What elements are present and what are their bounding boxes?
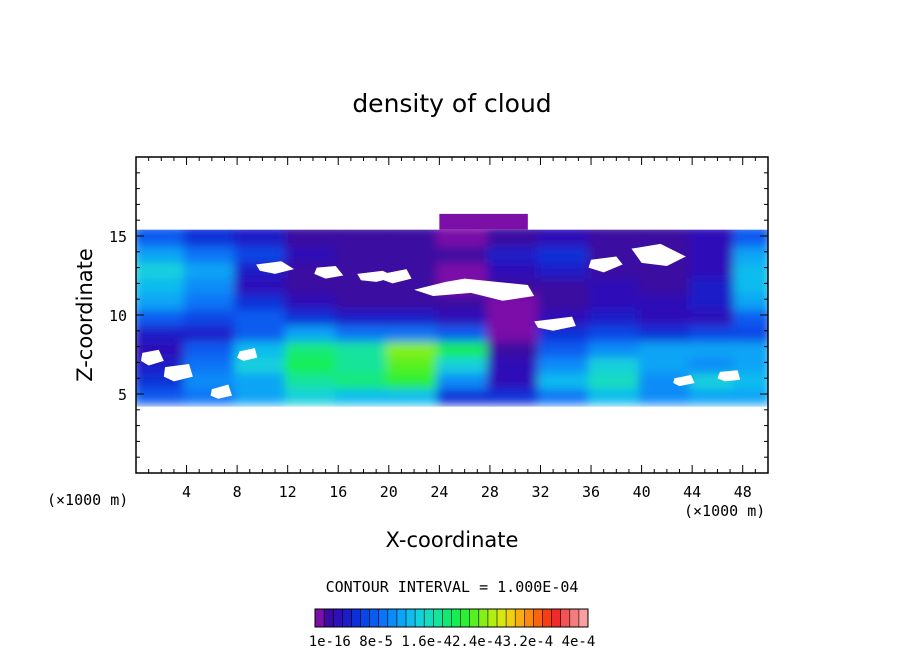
chart-title: density of cloud — [352, 89, 551, 118]
density-cell — [733, 225, 768, 247]
density-cell — [436, 225, 493, 247]
x-tick-label: 8 — [233, 483, 242, 501]
colorbar-swatch — [551, 609, 561, 627]
axis-ticks — [136, 157, 768, 473]
colorbar-swatch — [451, 609, 461, 627]
x-tick-label: 20 — [380, 483, 398, 501]
colorbar-swatch — [369, 609, 379, 627]
colorbar — [314, 608, 589, 628]
x-tick-label: 12 — [279, 483, 297, 501]
colorbar-swatch — [396, 609, 407, 627]
density-cell — [638, 225, 696, 247]
density-cell — [136, 225, 190, 247]
clear-gap — [314, 266, 344, 279]
colorbar-swatch — [478, 609, 489, 627]
density-cell — [689, 225, 740, 247]
colorbar-swatch — [487, 609, 498, 627]
colorbar-swatch — [515, 609, 525, 627]
density-cell — [385, 225, 443, 247]
colorbar-swatch — [378, 609, 389, 627]
y-tick-label: 10 — [109, 307, 127, 325]
clear-gap — [717, 370, 741, 382]
colorbar-swatch — [524, 609, 534, 627]
cloud-envelope-mask — [136, 157, 768, 473]
x-tick-label: 32 — [531, 483, 549, 501]
colorbar-swatch — [415, 609, 425, 627]
x-tick-labels: 4 8 12 16 20 24 28 32 36 40 44 48 — [182, 483, 752, 501]
colorbar-swatch — [442, 609, 452, 627]
contour-interval-label: CONTOUR INTERVAL = 1.000E-04 — [326, 578, 579, 596]
y-axis-label: Z-coordinate — [73, 248, 97, 382]
density-cell — [183, 225, 241, 247]
clear-gap — [256, 261, 294, 274]
x-tick-label: 4 — [182, 483, 191, 501]
cloud-top-bump — [439, 213, 528, 230]
colorbar-swatch — [342, 609, 352, 627]
colorbar-swatch — [578, 609, 589, 627]
density-cell — [588, 225, 645, 247]
x-tick-label: 36 — [582, 483, 600, 501]
density-cell — [335, 225, 392, 247]
colorbar-swatch — [351, 609, 361, 627]
clear-gap — [631, 243, 686, 267]
density-cell — [234, 225, 291, 247]
x-tick-label: 24 — [430, 483, 448, 501]
colorbar-swatch — [333, 609, 343, 627]
y-tick-label: 15 — [109, 228, 127, 246]
y-tick-label: 5 — [118, 386, 127, 404]
sky-below-layer — [136, 406, 768, 473]
x-axis-label: X-coordinate — [386, 528, 519, 552]
density-cell — [486, 225, 544, 247]
density-field — [136, 157, 768, 473]
x-unit-label-left: (×1000 m) — [47, 491, 128, 509]
colorbar-swatch — [433, 609, 443, 627]
colorbar-swatch — [460, 609, 470, 627]
colorbar-swatch — [315, 609, 325, 627]
colorbar-swatch — [497, 609, 507, 627]
clear-gap — [163, 363, 193, 382]
clear-gap — [141, 349, 164, 366]
colorbar-swatch — [387, 609, 398, 627]
density-cell — [537, 225, 595, 247]
x-unit-label-right: (×1000 m) — [684, 502, 765, 520]
clear-gap — [414, 278, 535, 301]
x-tick-label: 28 — [481, 483, 499, 501]
colorbar-swatch — [360, 609, 370, 627]
colorbar-swatch — [542, 609, 552, 627]
density-cell — [284, 225, 342, 247]
clear-gap — [382, 269, 412, 284]
colorbar-swatch — [560, 609, 571, 627]
colorbar-swatch — [569, 609, 580, 627]
colorbar-swatch — [506, 609, 516, 627]
x-tick-label: 40 — [633, 483, 651, 501]
clear-gap — [588, 256, 623, 273]
colorbar-swatch — [424, 609, 434, 627]
x-tick-label: 44 — [683, 483, 701, 501]
plot-area — [135, 156, 769, 474]
y-tick-labels: 5 10 15 — [109, 228, 127, 404]
colorbar-swatch — [324, 609, 334, 627]
clear-sky-gaps — [141, 243, 741, 399]
density-cells — [136, 225, 768, 405]
x-tick-label: 16 — [329, 483, 347, 501]
colorbar-swatch — [533, 609, 543, 627]
clear-gap — [534, 316, 576, 331]
colorbar-swatch — [406, 609, 416, 627]
clear-gap — [237, 348, 258, 361]
clear-gap — [210, 384, 233, 399]
x-tick-label: 48 — [734, 483, 752, 501]
colorbar-tick-labels: 1e-16 8e-5 1.6e-42.4e-43.2e-4 4e-4 — [309, 634, 596, 650]
colorbar-swatch — [469, 609, 480, 627]
clear-gap — [673, 375, 695, 387]
